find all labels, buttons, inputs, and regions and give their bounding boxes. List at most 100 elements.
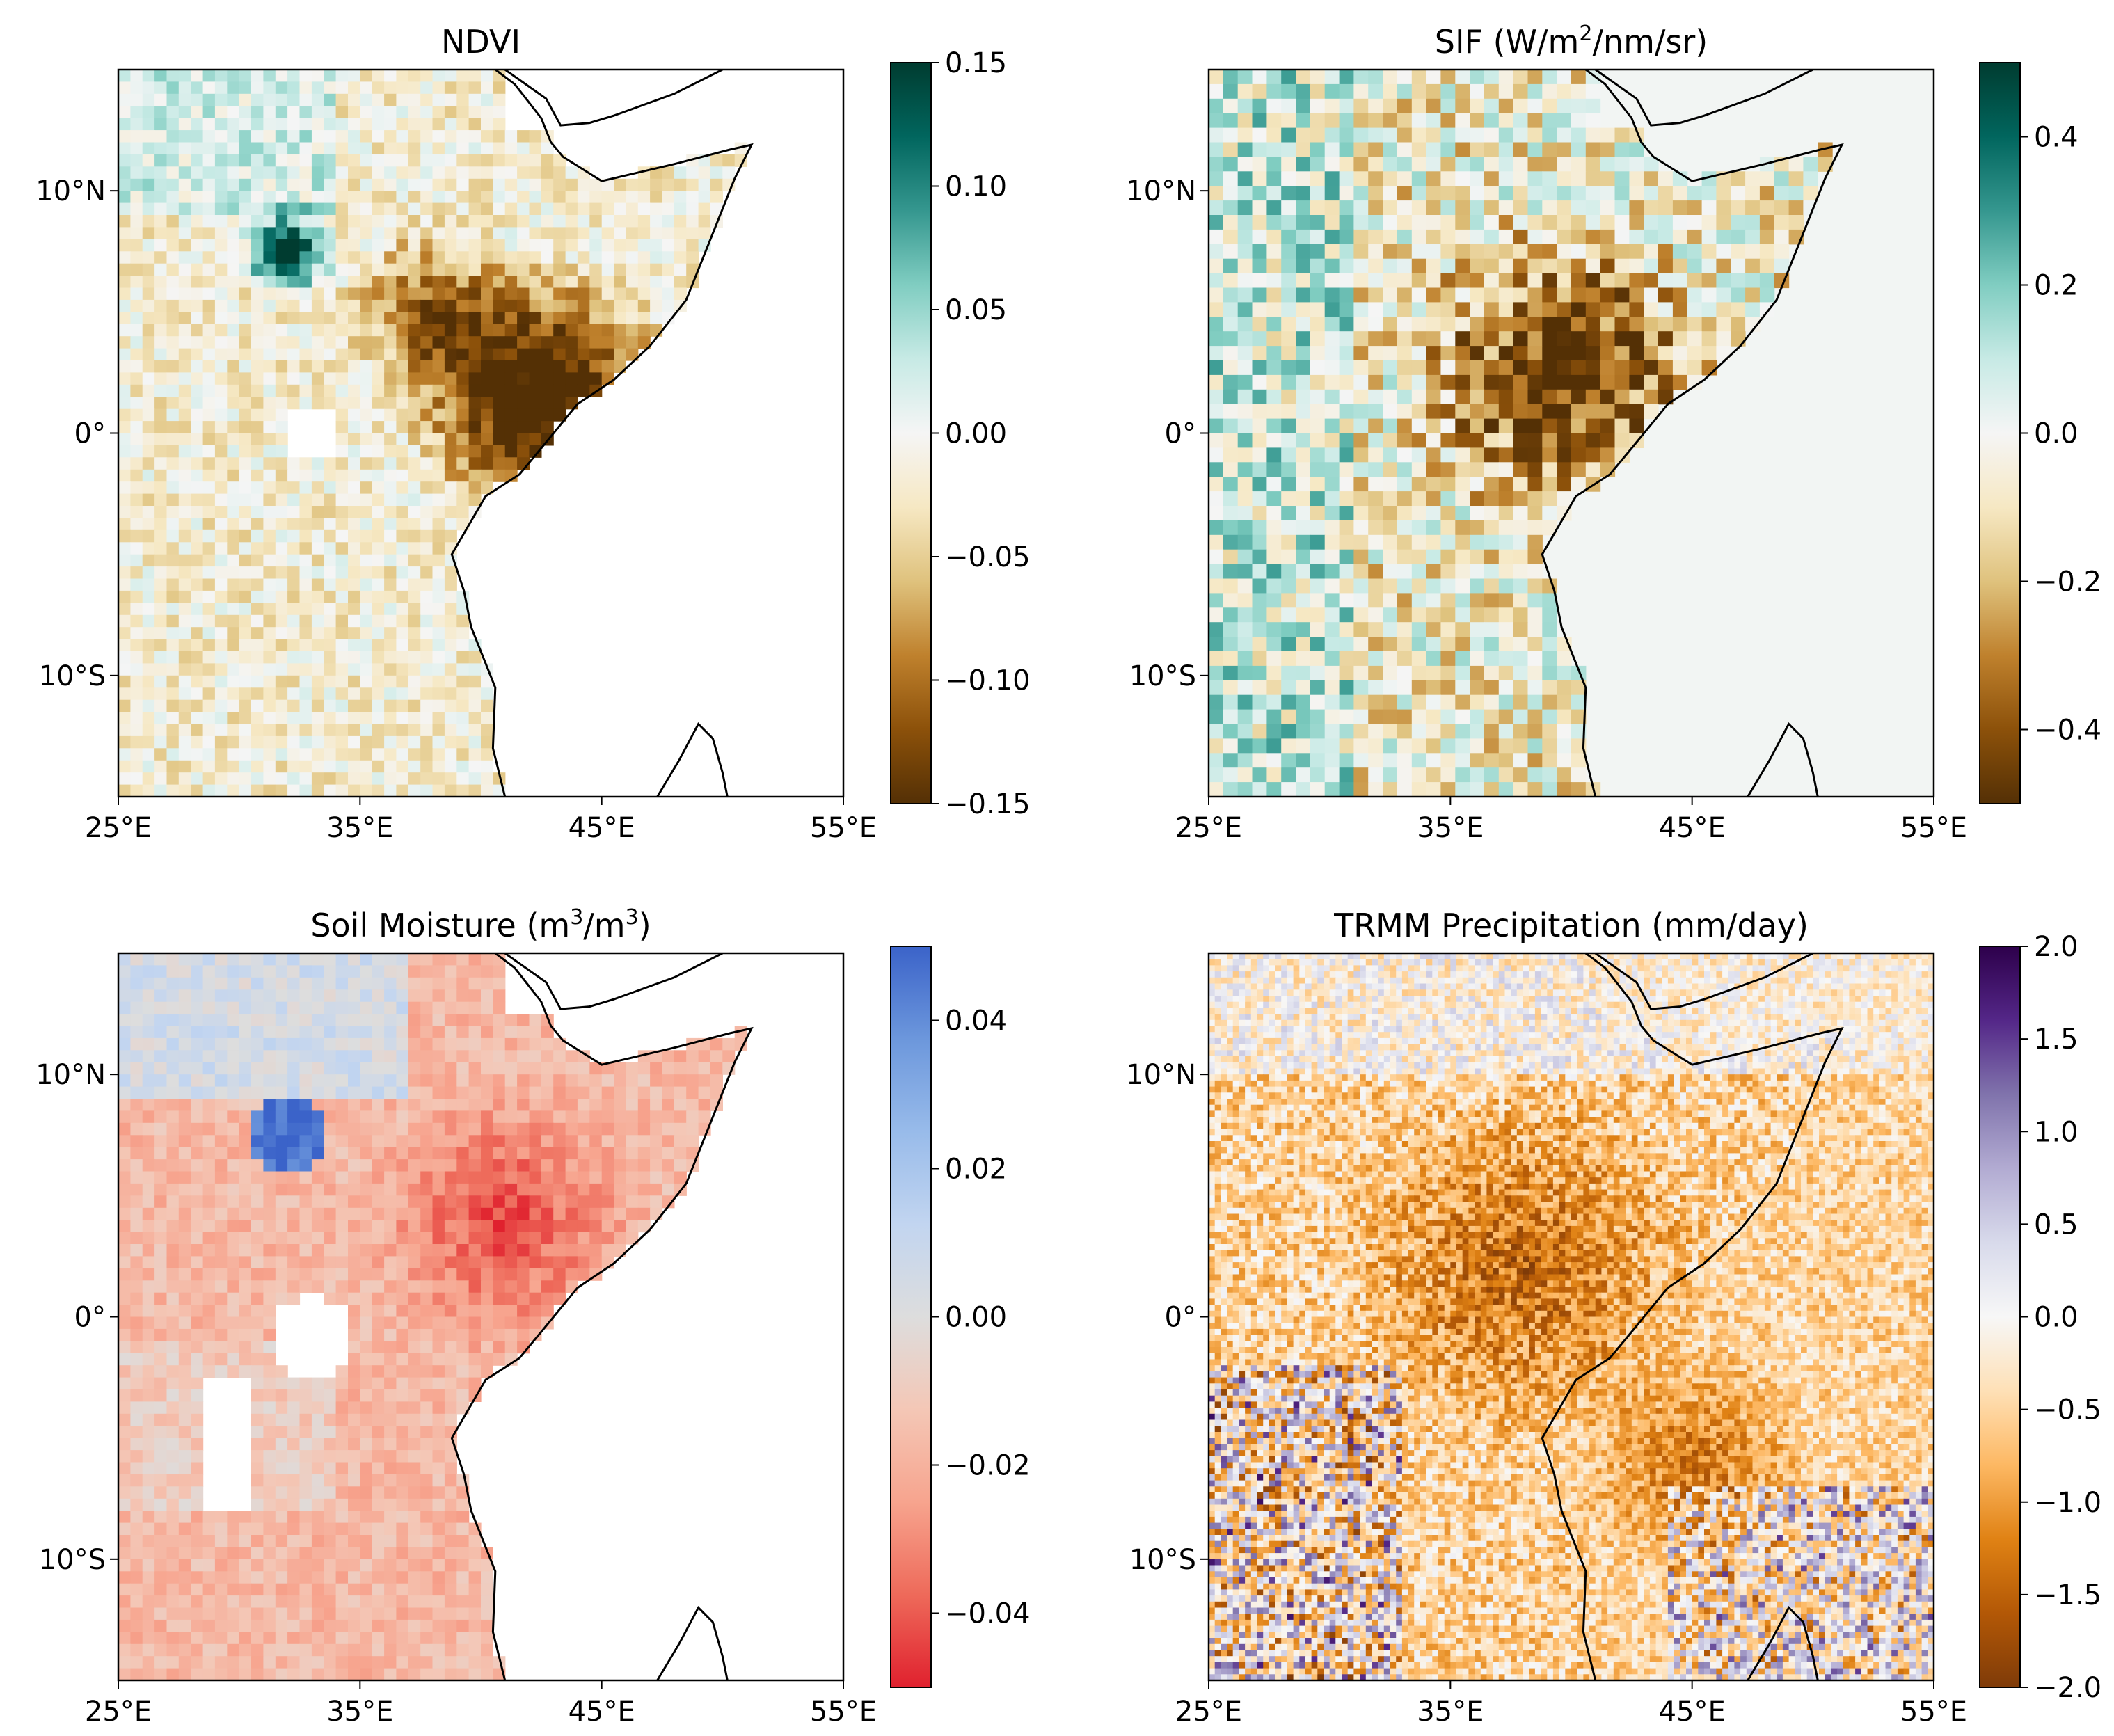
raster-cell [130,1268,143,1281]
raster-cell [444,93,457,106]
raster-cell [118,748,131,761]
raster-cell [384,251,397,264]
raster-cell [432,735,445,749]
raster-cell [324,529,337,543]
raster-cell [517,397,530,410]
raster-cell [553,1074,566,1088]
raster-cell [1557,433,1572,448]
raster-cell [1470,302,1485,317]
raster-cell [118,1026,131,1039]
raster-cell [324,518,337,531]
raster-cell [1470,215,1485,230]
raster-cell [529,1159,542,1172]
raster-cell [360,251,373,264]
raster-cell [1353,477,1369,492]
raster-cell [444,1122,457,1136]
raster-cell [408,603,421,616]
raster-cell [251,1195,264,1209]
raster-cell [311,1183,324,1196]
raster-cell [239,1171,252,1184]
raster-cell [396,735,409,749]
raster-cell [662,299,675,312]
raster-cell [263,1171,276,1184]
raster-cell [142,299,155,312]
raster-cell [130,1074,143,1088]
raster-cell [1498,549,1514,565]
raster-cell [541,397,554,410]
raster-cell [118,336,131,349]
raster-cell [275,142,288,155]
raster-cell [384,312,397,325]
raster-cell [541,1220,554,1233]
raster-cell [1440,70,1456,85]
raster-cell [565,276,578,289]
raster-cell [287,384,301,397]
raster-cell [324,481,337,495]
raster-cell [178,1256,191,1269]
raster-cell [1281,622,1296,637]
raster-cell [396,590,409,603]
raster-cell [541,1268,554,1281]
raster-cell [251,1001,264,1014]
raster-cell [1252,709,1267,725]
raster-cell [1455,244,1470,260]
raster-cell [311,251,324,264]
raster-cell [239,154,252,167]
raster-cell [1426,374,1441,390]
raster-cell [1498,157,1514,172]
raster-cell [1440,317,1456,332]
raster-cell [166,1050,180,1063]
raster-cell [1339,694,1354,710]
raster-cell [1223,607,1239,623]
raster-cell [553,239,566,252]
raster-cell [348,784,360,797]
raster-cell [287,348,301,361]
raster-cell [1252,331,1267,347]
raster-cell [118,506,131,518]
raster-cell [1542,418,1557,434]
raster-cell [178,712,191,725]
raster-cell [1397,477,1413,492]
raster-cell [1397,637,1413,652]
raster-cell [154,360,168,373]
raster-cell [1455,186,1470,201]
raster-cell [1557,374,1572,390]
raster-cell [396,566,409,580]
raster-cell [130,748,143,761]
raster-cell [384,433,397,446]
raster-cell [1310,520,1326,536]
raster-cell [154,1050,168,1063]
raster-cell [154,590,168,603]
raster-cell [1527,534,1543,550]
raster-cell [553,1110,566,1124]
x-tick-label: 25°E [1175,812,1242,844]
raster-cell [553,360,566,373]
raster-cell [227,627,240,640]
raster-cell [468,735,482,749]
raster-cell [154,239,168,252]
raster-cell [1745,287,1761,303]
raster-cell [626,1062,639,1075]
raster-cell [541,299,554,312]
raster-cell [1498,593,1514,608]
raster-cell [1296,506,1311,521]
raster-cell [263,299,276,312]
raster-cell [432,506,445,518]
raster-cell [191,93,204,106]
raster-cell [178,118,191,131]
raster-cell [214,81,228,95]
raster-cell [263,566,276,580]
raster-cell [311,1110,324,1124]
raster-cell [360,518,373,531]
raster-cell [324,202,337,216]
raster-cell [468,191,482,204]
raster-cell [1426,142,1441,157]
raster-cell [154,1292,168,1305]
raster-cell [420,1086,434,1099]
raster-cell [589,1195,603,1209]
raster-cell [1296,360,1311,376]
raster-cell [420,506,434,518]
raster-cell [372,154,385,167]
raster-cell [1209,549,1224,565]
raster-cell [468,1292,482,1305]
